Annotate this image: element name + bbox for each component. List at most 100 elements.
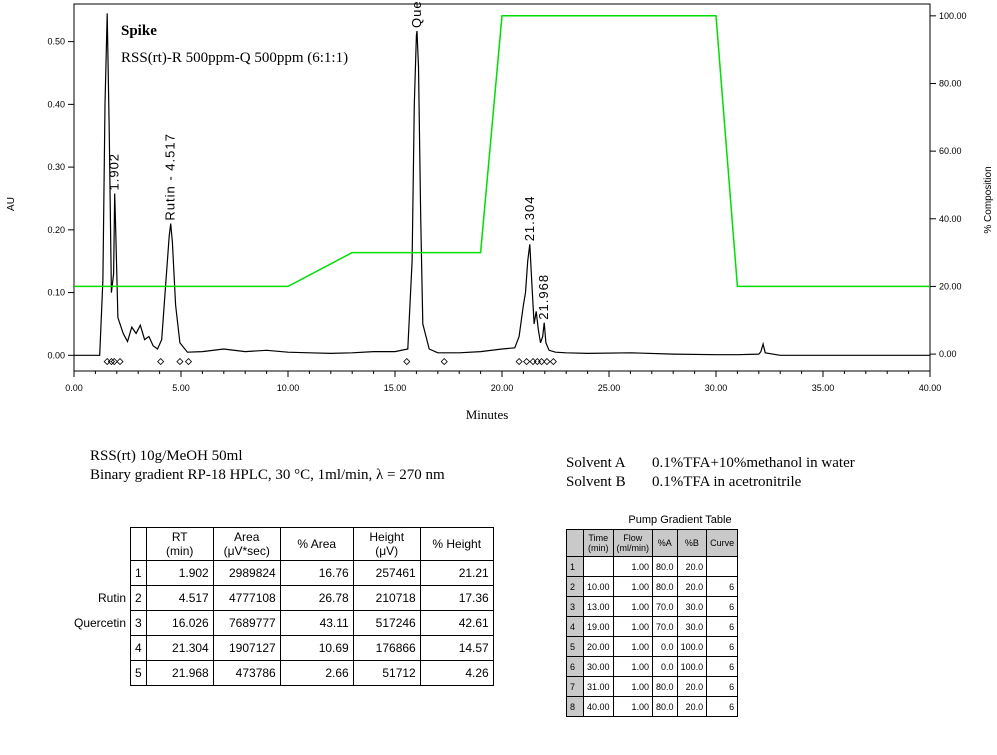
y-tick-label: 0.40 — [47, 99, 65, 109]
pump-cell-curve: 6 — [706, 596, 739, 617]
pump-cell-flow: 1.00 — [612, 596, 654, 617]
peak-marker — [549, 358, 557, 366]
peak-marker — [515, 358, 523, 366]
x-tick-label: 0.00 — [65, 383, 83, 393]
pump-cell-b: 30.0 — [676, 616, 708, 637]
solvent-b-label: Solvent B — [566, 474, 626, 490]
pump-cell-time: 40.00 — [583, 696, 614, 717]
peak-table-row: 4 21.304 1907127 10.69 176866 14.57 — [70, 635, 494, 661]
peak-table-header: % Height — [419, 527, 494, 561]
pump-cell-b: 100.0 — [676, 636, 708, 657]
pump-cell-time: 19.00 — [583, 616, 614, 637]
pump-table-row: 6 30.00 1.00 0.0 100.0 6 — [566, 656, 739, 677]
pump-cell-flow: 1.00 — [612, 696, 654, 717]
peak-label: 1.902 — [107, 153, 122, 191]
y2-tick-label: 20.00 — [939, 281, 962, 291]
peak-marker — [543, 358, 551, 366]
pump-cell-a: 80.0 — [652, 576, 678, 597]
peak-marker — [110, 358, 118, 366]
y-tick-label: 0.20 — [47, 225, 65, 235]
peak-cell-no: 3 — [130, 610, 147, 636]
pump-cell-time: 20.00 — [583, 636, 614, 657]
peak-cell-pct-height: 4.26 — [419, 660, 494, 686]
y-axis-label: AU — [6, 197, 17, 211]
pump-cell-a: 0.0 — [652, 636, 678, 657]
peak-table-header: % Area — [279, 527, 354, 561]
pump-cell-time: 13.00 — [583, 596, 614, 617]
pump-cell-a: 0.0 — [652, 656, 678, 677]
pump-table-header: Flow (ml/min) — [612, 529, 654, 557]
peak-label: 21.304 — [522, 196, 537, 242]
solvent-b-value: 0.1%TFA in acetronitrile — [652, 474, 802, 490]
peak-cell-label: Rutin — [98, 591, 127, 605]
peak-cell-rt: 16.026 — [145, 610, 214, 636]
pump-cell-curve: 6 — [706, 656, 739, 677]
peak-marker — [523, 358, 531, 366]
x-tick-label: 5.00 — [172, 383, 190, 393]
solvent-a-value: 0.1%TFA+10%methanol in water — [652, 455, 855, 471]
pump-cell-time: 10.00 — [583, 576, 614, 597]
pump-cell-no: 4 — [566, 616, 584, 637]
peak-cell-no: 5 — [130, 660, 147, 686]
pump-table-header: Curve — [706, 529, 739, 557]
peak-cell-height: 51712 — [352, 660, 421, 686]
peak-marker — [107, 358, 116, 366]
pump-cell-flow: 1.00 — [612, 576, 654, 597]
pump-table-header: Time (min) — [583, 529, 614, 557]
peak-table-row: Quercetin 3 16.026 7689777 43.11 517246 42.61 — [70, 610, 494, 636]
pump-cell-a: 80.0 — [652, 556, 678, 577]
pump-cell-flow: 1.00 — [612, 676, 654, 697]
y2-axis-label: % Composition — [983, 166, 994, 233]
peak-marker — [440, 358, 448, 366]
peak-cell-pct-area: 16.76 — [279, 560, 354, 586]
pump-cell-flow: 1.00 — [612, 656, 654, 677]
peak-marker — [103, 358, 111, 366]
pump-cell-no: 1 — [566, 556, 584, 577]
peak-cell-area: 7689777 — [212, 610, 281, 636]
peak-table-header: Area (μV*sec) — [212, 527, 281, 561]
peak-cell-rt: 21.304 — [145, 635, 214, 661]
pump-cell-no: 8 — [566, 696, 584, 717]
x-tick-label: 40.00 — [919, 383, 942, 393]
pump-cell-b: 20.0 — [676, 676, 708, 697]
method-line-2: Binary gradient RP-18 HPLC, 30 °C, 1ml/m… — [90, 467, 445, 483]
pump-cell-b: 100.0 — [676, 656, 708, 677]
pump-cell-time: 31.00 — [583, 676, 614, 697]
y2-tick-label: 40.00 — [939, 214, 962, 224]
pump-cell-a: 80.0 — [652, 676, 678, 697]
peak-cell-label — [70, 661, 131, 686]
peak-table-header: RT (min) — [145, 527, 214, 561]
peak-cell-label: Quercetin — [74, 616, 127, 630]
pump-cell-b: 20.0 — [676, 576, 708, 597]
pump-cell-curve: 6 — [706, 676, 739, 697]
peak-cell-pct-height: 42.61 — [419, 610, 494, 636]
peak-cell-rt: 1.902 — [145, 560, 214, 586]
peak-cell-pct-height: 21.21 — [419, 560, 494, 586]
pump-cell-a: 80.0 — [652, 696, 678, 717]
peak-cell-pct-area: 2.66 — [279, 660, 354, 686]
x-axis-label: Minutes — [466, 407, 509, 422]
peak-cell-area: 2989824 — [212, 560, 281, 586]
peak-cell-height: 257461 — [352, 560, 421, 586]
pump-cell-no: 6 — [566, 656, 584, 677]
peak-marker — [538, 358, 546, 366]
pump-table-row: 7 31.00 1.00 80.0 20.0 6 — [566, 676, 739, 697]
pump-cell-curve: 6 — [706, 616, 739, 637]
peak-table-row: 5 21.968 473786 2.66 51712 4.26 — [70, 660, 494, 686]
peak-table-no-header — [130, 527, 147, 561]
pump-table-row: 1 1.00 80.0 20.0 — [566, 556, 739, 577]
x-tick-label: 25.00 — [598, 383, 621, 393]
peak-cell-pct-area: 43.11 — [279, 610, 354, 636]
pump-table-row: 8 40.00 1.00 80.0 20.0 6 — [566, 696, 739, 717]
y-tick-label: 0.30 — [47, 162, 65, 172]
peak-cell-pct-area: 26.78 — [279, 585, 354, 611]
peak-cell-no: 1 — [130, 560, 147, 586]
peak-cell-label — [70, 636, 131, 661]
peak-cell-area: 473786 — [212, 660, 281, 686]
peak-cell-rt: 21.968 — [145, 660, 214, 686]
pump-cell-a: 70.0 — [652, 616, 678, 637]
pump-cell-no: 7 — [566, 676, 584, 697]
peak-cell-pct-area: 10.69 — [279, 635, 354, 661]
chart-title: Spike — [121, 23, 157, 39]
peak-label: 21.968 — [536, 274, 551, 320]
